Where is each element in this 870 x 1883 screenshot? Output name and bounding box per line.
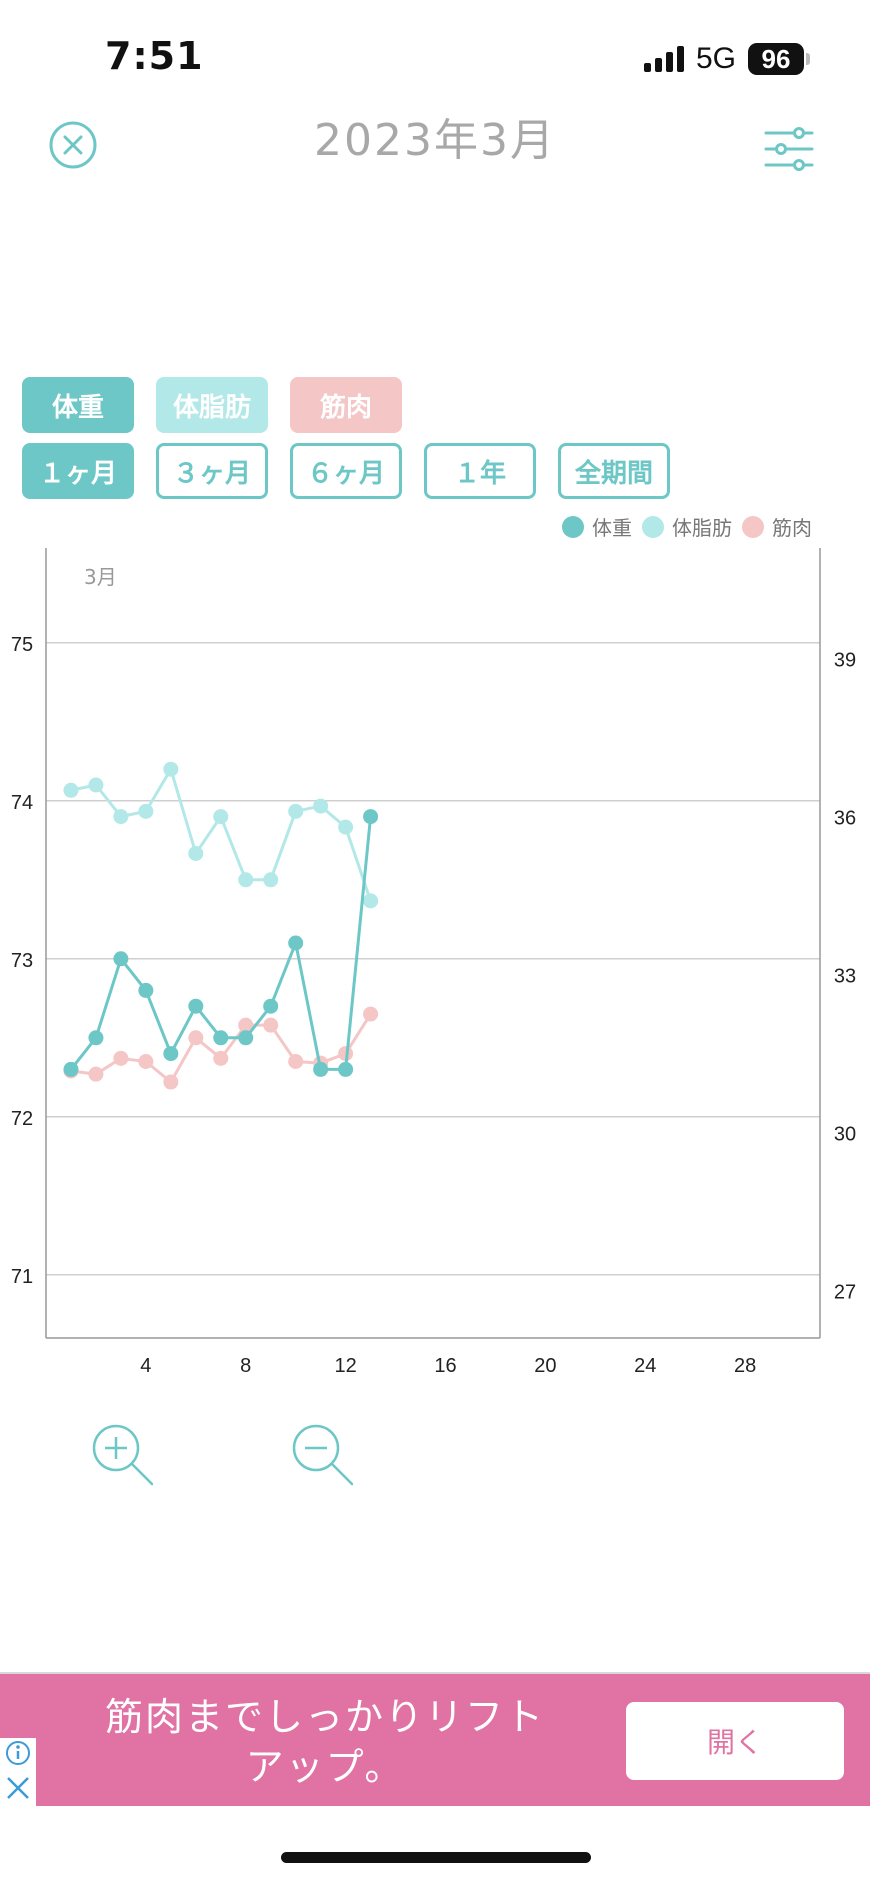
y-left-tick-label: 75	[11, 634, 33, 656]
x-tick-label: 8	[240, 1355, 251, 1377]
y-right-tick-label: 33	[834, 966, 856, 988]
period-button-1-month[interactable]: １ヶ月	[22, 443, 134, 499]
close-x-icon	[7, 1777, 29, 1799]
ad-text-line2: アップ。	[245, 1745, 405, 1789]
data-point	[263, 998, 279, 1014]
data-point	[363, 809, 379, 825]
data-point	[238, 1017, 254, 1033]
x-tick-label: 28	[734, 1355, 756, 1377]
data-point	[288, 935, 304, 951]
status-time: 7:51	[105, 34, 204, 78]
metric-button-muscle[interactable]: 筋肉	[290, 377, 402, 433]
y-left-tick-label: 73	[11, 950, 33, 972]
data-point	[113, 809, 129, 825]
data-point	[338, 1046, 354, 1062]
page-title: 2023年3月	[314, 115, 556, 166]
battery-icon: 96	[748, 43, 810, 75]
ad-open-button[interactable]: 開く	[626, 1702, 844, 1780]
y-right-tick-label: 30	[834, 1124, 856, 1146]
network-type: 5G	[695, 42, 736, 75]
x-tick-label: 4	[140, 1355, 151, 1377]
close-icon[interactable]	[48, 120, 98, 170]
legend-item-muscle: 筋肉	[742, 512, 812, 541]
period-button-3-months[interactable]: ３ヶ月	[156, 443, 268, 499]
period-button-1-year[interactable]: １年	[424, 443, 536, 499]
ad-info-panel	[0, 1738, 36, 1808]
data-point	[163, 1074, 179, 1090]
data-point	[313, 798, 329, 814]
line-chart[interactable]: 71 72 73 74 75 27 30 33 36 39 4 8 12 16 20 24 28 3月	[0, 540, 870, 1390]
data-point	[213, 1050, 229, 1066]
info-icon	[6, 1741, 30, 1765]
data-point	[338, 819, 354, 835]
series-line	[70, 765, 373, 902]
signal-icon	[643, 46, 684, 72]
data-point	[113, 951, 129, 967]
legend-item-weight: 体重	[562, 512, 632, 541]
legend-label-muscle: 筋肉	[772, 516, 812, 540]
battery-level: 96	[748, 43, 804, 75]
status-indicators: 5G 96	[643, 42, 810, 76]
home-indicator	[281, 1852, 591, 1863]
data-point	[88, 777, 104, 793]
zoom-out-icon[interactable]	[288, 1420, 358, 1490]
legend-item-body-fat: 体脂肪	[642, 512, 732, 541]
data-point	[63, 782, 79, 798]
data-point	[338, 1061, 354, 1077]
data-point	[138, 1054, 154, 1069]
data-point	[138, 982, 154, 998]
zoom-in-icon[interactable]	[88, 1420, 158, 1490]
data-point	[213, 809, 229, 825]
data-point	[188, 998, 204, 1014]
ad-text: 筋肉までしっかりリフト アップ。	[90, 1692, 560, 1792]
data-point	[288, 803, 304, 819]
sliders-icon[interactable]	[764, 127, 814, 171]
data-point	[238, 1030, 254, 1046]
y-left-tick-label: 74	[11, 792, 33, 814]
data-point	[88, 1030, 104, 1046]
data-point	[263, 872, 279, 888]
data-point	[213, 1030, 229, 1046]
period-selector: １ヶ月 ３ヶ月 ６ヶ月 １年 全期間	[22, 443, 670, 499]
data-point	[63, 1061, 79, 1077]
ad-banner[interactable]: 筋肉までしっかりリフト アップ。 開く	[0, 1672, 870, 1808]
metric-selector: 体重 体脂肪 筋肉	[22, 377, 402, 433]
data-point	[238, 872, 254, 888]
y-left-tick-label: 71	[11, 1266, 33, 1288]
data-point	[363, 893, 379, 909]
period-button-6-months[interactable]: ６ヶ月	[290, 443, 402, 499]
data-point	[163, 1046, 179, 1062]
data-point	[188, 845, 204, 861]
data-point	[113, 1050, 129, 1066]
data-point	[163, 761, 179, 777]
data-point	[288, 1054, 304, 1069]
metric-button-body-fat[interactable]: 体脂肪	[156, 377, 268, 433]
x-tick-label: 16	[434, 1355, 456, 1377]
y-right-tick-label: 36	[834, 808, 856, 830]
legend-label-weight: 体重	[592, 516, 632, 540]
y-left-tick-label: 72	[11, 1108, 33, 1130]
y-right-tick-label: 39	[834, 650, 856, 672]
data-point	[88, 1066, 104, 1082]
legend-label-body-fat: 体脂肪	[672, 516, 732, 540]
data-point	[363, 1006, 379, 1022]
data-point	[263, 1017, 279, 1033]
x-tick-label: 12	[334, 1355, 356, 1377]
chart-svg: 71 72 73 74 75 27 30 33 36 39 4 8 12 16 20 24 28 3月	[11, 548, 856, 1377]
period-button-all[interactable]: 全期間	[558, 443, 670, 499]
chart-legend: 体重 体脂肪 筋肉	[562, 512, 812, 541]
ad-text-line1: 筋肉までしっかりリフト	[104, 1695, 545, 1739]
x-tick-label: 24	[634, 1355, 656, 1377]
data-point	[313, 1061, 329, 1077]
data-point	[138, 803, 154, 819]
x-tick-label: 20	[534, 1355, 556, 1377]
data-point	[188, 1030, 204, 1046]
month-label: 3月	[84, 565, 117, 589]
y-right-tick-label: 27	[834, 1282, 856, 1304]
metric-button-weight[interactable]: 体重	[22, 377, 134, 433]
